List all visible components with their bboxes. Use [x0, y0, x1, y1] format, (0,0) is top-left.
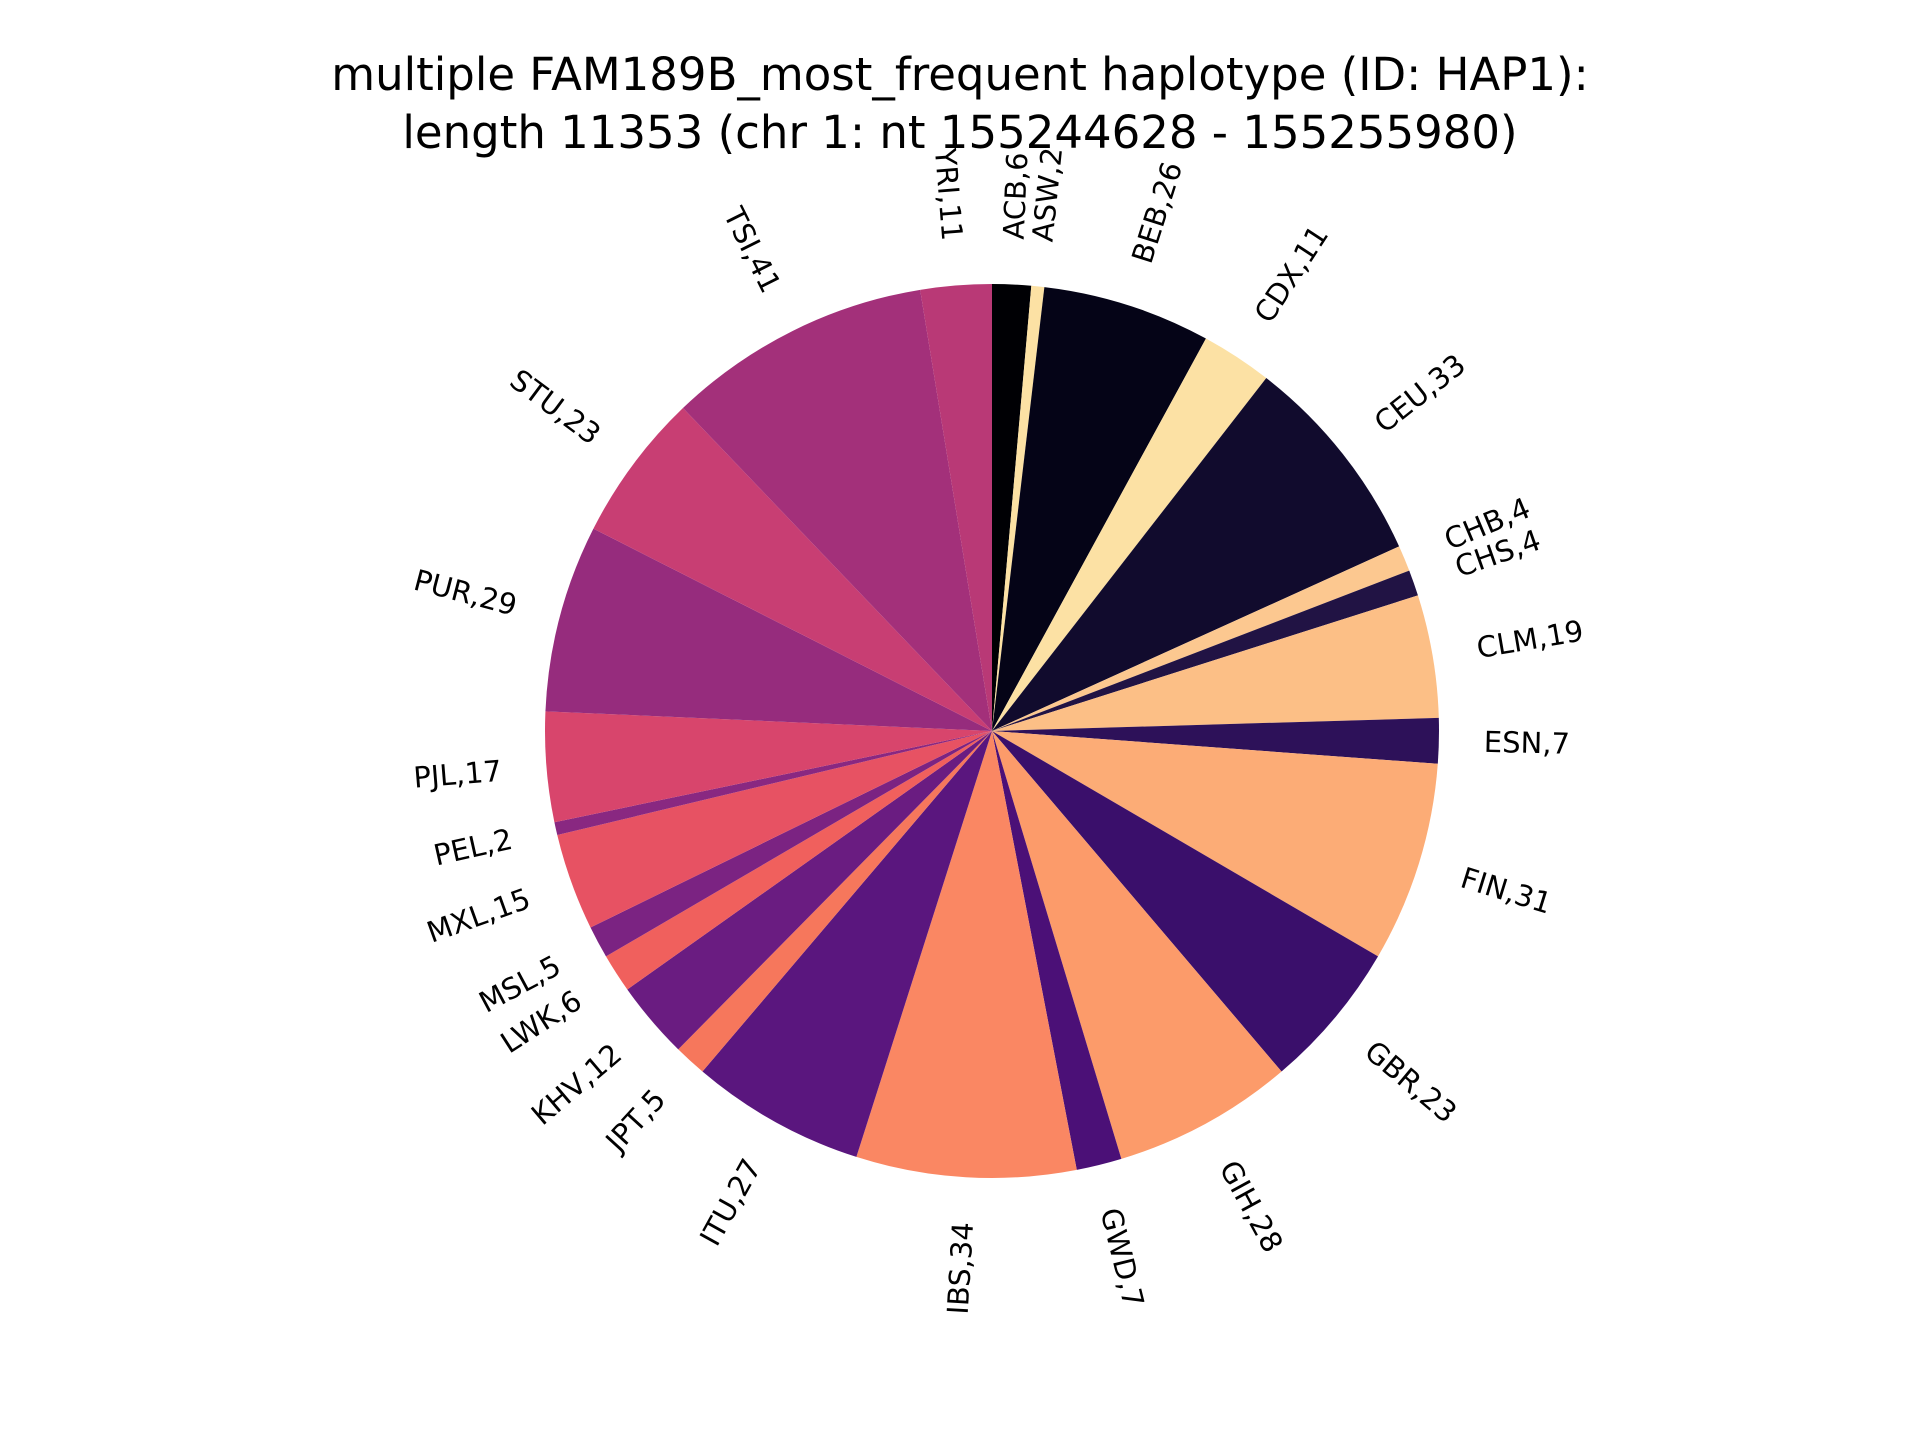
- pie-slice-esn: [992, 717, 1440, 764]
- pie-slice-asw: [992, 285, 1045, 731]
- pie-slice-msl: [590, 731, 992, 957]
- pie-slice-pjl: [544, 711, 992, 823]
- pie-label-gbr: GBR,23: [1358, 1034, 1463, 1130]
- pie-label-jpt: JPT,5: [598, 1082, 673, 1159]
- pie-label-yri: YRI,11: [928, 146, 969, 242]
- pie-slice-chb: [992, 546, 1410, 731]
- pie-slices: [544, 284, 1440, 1178]
- pie-label-pur: PUR,29: [410, 563, 520, 623]
- pie-label-mxl: MXL,15: [422, 881, 534, 949]
- pie-slice-gwd: [992, 731, 1122, 1170]
- pie-slice-pel: [554, 731, 992, 836]
- pie-slice-acb: [992, 284, 1032, 731]
- pie-label-clm: CLM,19: [1474, 614, 1586, 666]
- pie-slice-pur: [545, 528, 992, 731]
- pie-slice-clm: [992, 595, 1439, 731]
- pie-label-stu: STU,23: [504, 362, 607, 451]
- pie-label-tsi: TSI,41: [716, 201, 787, 298]
- pie-label-gih: GIH,28: [1213, 1155, 1290, 1258]
- pie-label-beb: BEB,26: [1125, 158, 1189, 268]
- pie-slice-ibs: [856, 731, 1077, 1178]
- pie-label-ceu: CEU,33: [1368, 347, 1472, 439]
- chart-title-line-1: multiple FAM189B_most_frequent haplotype…: [331, 48, 1589, 101]
- pie-slice-chs: [992, 570, 1418, 731]
- pie-label-fin: FIN,31: [1457, 861, 1556, 921]
- pie-slice-stu: [593, 408, 992, 731]
- pie-slice-itu: [702, 731, 992, 1157]
- pie-slice-tsi: [682, 289, 992, 731]
- pie-slice-jpt: [678, 731, 992, 1072]
- pie-label-pel: PEL,2: [430, 822, 515, 873]
- pie-slice-cdx: [992, 338, 1267, 731]
- pie-slice-khv: [627, 731, 992, 1050]
- pie-slice-gbr: [992, 731, 1379, 1072]
- pie-slice-fin: [992, 731, 1438, 957]
- chart-title-line-2: length 11353 (chr 1: nt 155244628 - 1552…: [402, 106, 1518, 159]
- pie-label-gwd: GWD,7: [1094, 1205, 1151, 1311]
- pie-label-itu: ITU,27: [693, 1153, 768, 1251]
- pie-slice-lwk: [605, 731, 992, 990]
- pie-slice-beb: [992, 287, 1206, 731]
- pie-label-khv: KHV,12: [525, 1037, 628, 1132]
- pie-slice-ceu: [992, 378, 1400, 731]
- pie-slice-mxl: [557, 731, 992, 928]
- pie-label-ibs: IBS,34: [941, 1221, 980, 1315]
- pie-label-acb: ACB,6: [997, 152, 1035, 241]
- pie-slice-gih: [992, 731, 1282, 1159]
- pie-label-esn: ESN,7: [1484, 725, 1571, 761]
- pie-label-pjl: PJL,17: [412, 754, 503, 795]
- pie-label-cdx: CDX,11: [1247, 219, 1335, 328]
- pie-slice-yri: [920, 284, 992, 731]
